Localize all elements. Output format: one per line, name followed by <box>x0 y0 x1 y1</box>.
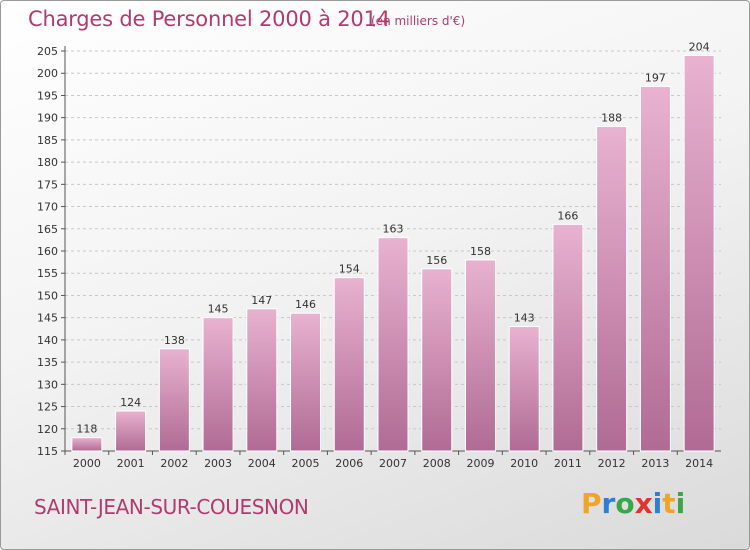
logo-letter: x <box>634 487 653 520</box>
x-tick-label: 2008 <box>423 457 451 470</box>
y-tick-label: 190 <box>37 112 58 125</box>
bar-value-label: 166 <box>557 209 578 222</box>
labels: 118 2000 124 2001 138 2002 145 2003 147 2004 146 20… <box>73 40 713 470</box>
chart-title: Charges de Personnel 2000 à 2014 <box>28 7 390 31</box>
logo-letter: r <box>601 487 616 520</box>
bar <box>639 86 671 452</box>
bar <box>421 268 453 452</box>
logo-letter: o <box>615 487 635 520</box>
y-tick-label: 200 <box>37 67 58 80</box>
bar-value-label: 143 <box>514 312 535 325</box>
chart-subtitle: (en milliers d'€) <box>371 14 466 28</box>
x-tick-label: 2009 <box>466 457 494 470</box>
bar-value-label: 147 <box>251 294 272 307</box>
bar <box>508 326 540 452</box>
bar <box>333 277 365 452</box>
bar <box>552 223 584 452</box>
y-tick-label: 175 <box>37 178 58 191</box>
bar-value-label: 156 <box>426 254 447 267</box>
x-tick-label: 2011 <box>554 457 582 470</box>
x-tick-label: 2007 <box>379 457 407 470</box>
bar-value-label: 118 <box>76 423 97 436</box>
bar-value-label: 146 <box>295 298 316 311</box>
x-tick-label: 2003 <box>204 457 232 470</box>
y-tick-label: 205 <box>37 45 58 58</box>
x-tick-label: 2006 <box>335 457 363 470</box>
bar-value-label: 124 <box>120 396 141 409</box>
bar-value-label: 188 <box>601 112 622 125</box>
logo-letter: i <box>675 487 686 520</box>
x-tick-label: 2004 <box>248 457 276 470</box>
commune-name: SAINT-JEAN-SUR-COUESNON <box>34 495 309 519</box>
x-tick-label: 2002 <box>160 457 188 470</box>
proxiti-logo: Proxiti <box>581 487 685 520</box>
y-tick-label: 115 <box>37 445 58 458</box>
y-tick-label: 180 <box>37 156 58 169</box>
x-tick-label: 2013 <box>641 457 669 470</box>
bar-value-label: 197 <box>645 72 666 85</box>
y-tick-label: 130 <box>37 378 58 391</box>
bar <box>158 348 190 452</box>
bar <box>290 312 322 452</box>
bar <box>202 317 234 452</box>
bar-value-label: 154 <box>339 263 360 276</box>
bar <box>246 308 278 452</box>
bar <box>115 410 147 452</box>
y-tick-label: 185 <box>37 134 58 147</box>
y-tick-label: 160 <box>37 245 58 258</box>
bar-value-label: 158 <box>470 245 491 258</box>
y-tick-label: 165 <box>37 223 58 236</box>
x-tick-label: 2005 <box>292 457 320 470</box>
bar <box>464 259 496 452</box>
y-tick-label: 140 <box>37 334 58 347</box>
y-tick-label: 155 <box>37 267 58 280</box>
bar <box>596 126 628 452</box>
bar <box>71 437 103 452</box>
logo-letter: t <box>662 487 676 520</box>
x-tick-label: 2014 <box>685 457 713 470</box>
x-tick-label: 2000 <box>73 457 101 470</box>
bars <box>71 54 715 452</box>
bar <box>377 237 409 452</box>
y-tick-label: 135 <box>37 356 58 369</box>
bar-value-label: 145 <box>208 303 229 316</box>
y-tick-label: 145 <box>37 312 58 325</box>
logo-letter: i <box>652 487 663 520</box>
bar-value-label: 204 <box>689 40 710 53</box>
y-tick-label: 150 <box>37 289 58 302</box>
y-tick-label: 195 <box>37 89 58 102</box>
x-tick-label: 2001 <box>117 457 145 470</box>
y-tick-label: 125 <box>37 401 58 414</box>
bar-value-label: 138 <box>164 334 185 347</box>
x-tick-label: 2010 <box>510 457 538 470</box>
bar-value-label: 163 <box>383 223 404 236</box>
x-tick-label: 2012 <box>598 457 626 470</box>
bar <box>683 54 715 452</box>
logo-letter: P <box>581 487 602 520</box>
y-tick-label: 170 <box>37 201 58 214</box>
y-tick-label: 120 <box>37 423 58 436</box>
